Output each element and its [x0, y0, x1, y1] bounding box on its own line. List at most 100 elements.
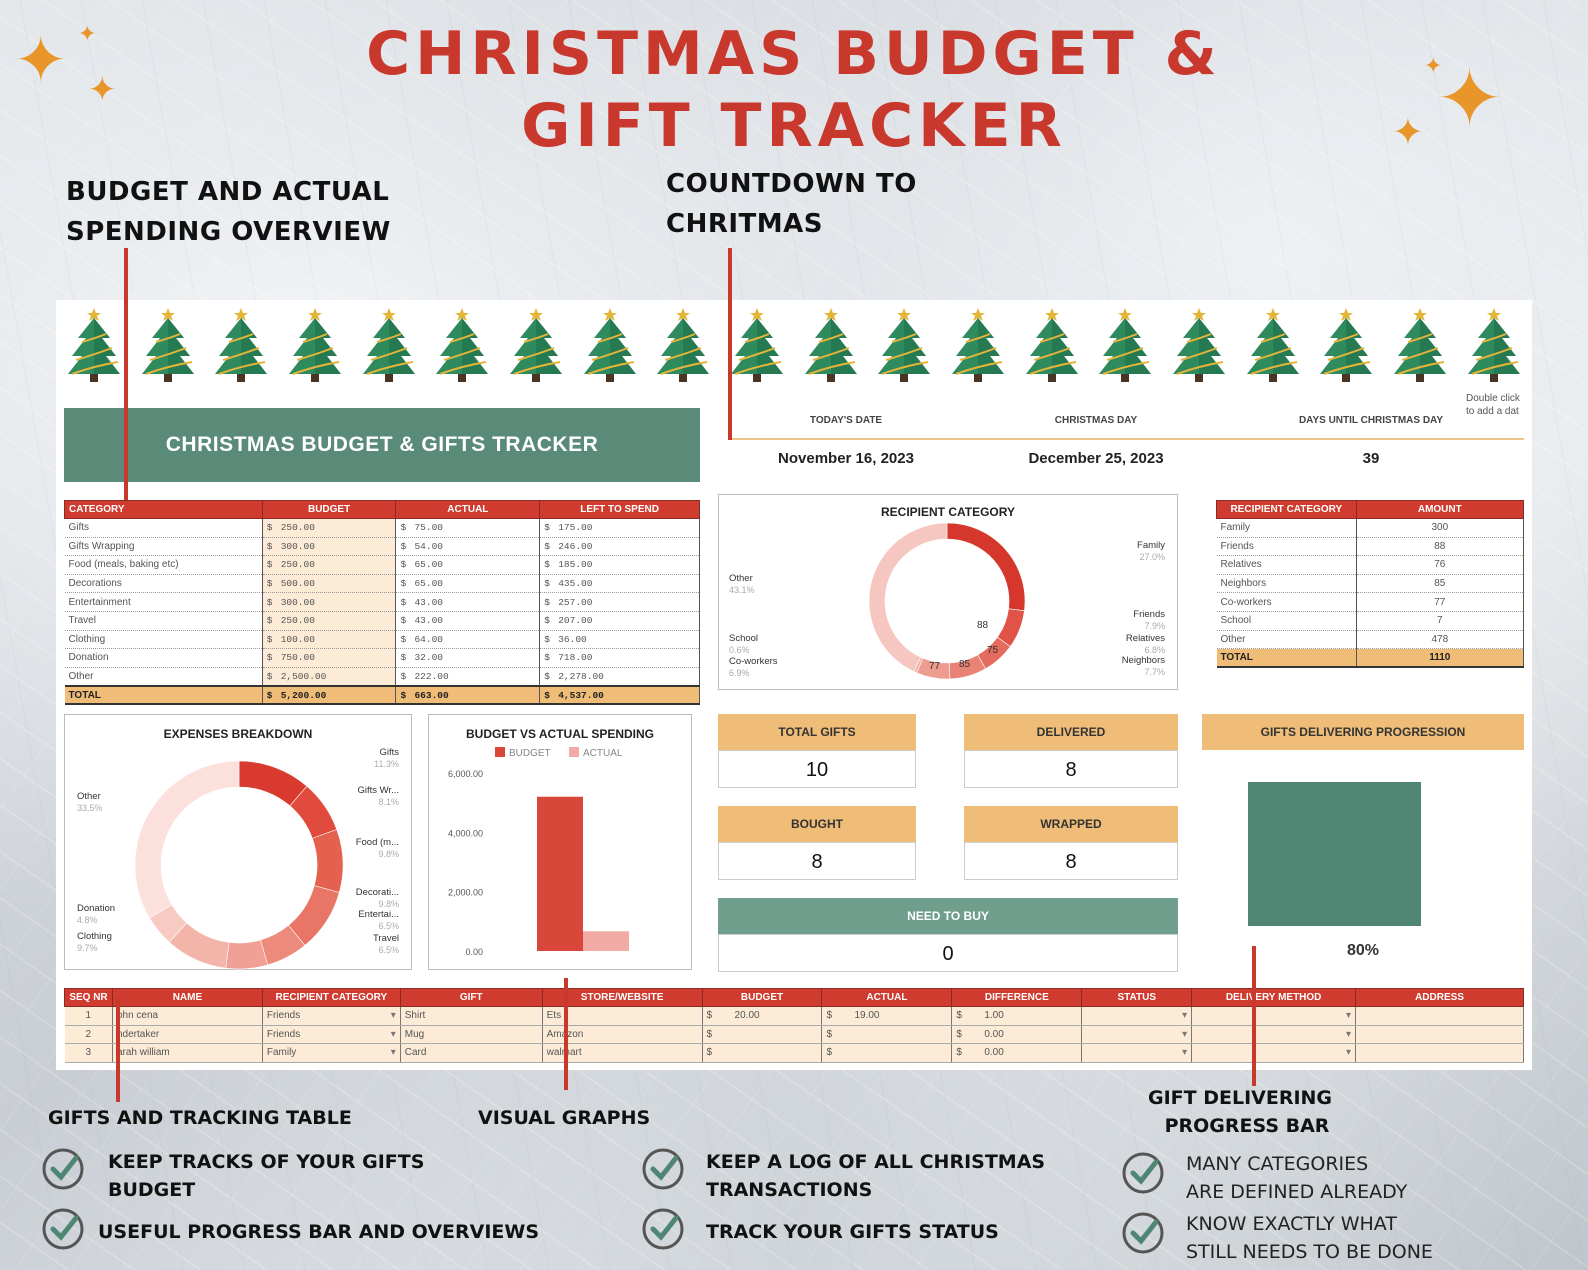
sparkle-icon: ✦: [1436, 52, 1504, 145]
difference-cell[interactable]: $1.00: [951, 1006, 1083, 1026]
budget-cell[interactable]: $750.00: [262, 648, 397, 668]
christmas-tree-icon: [436, 308, 489, 382]
expenses-chart-panel: EXPENSES BREAKDOWN Gifts 11.3% Gifts Wr.…: [64, 714, 412, 970]
recipient-category-select[interactable]: Family: [262, 1043, 401, 1063]
expenses-chart-title: EXPENSES BREAKDOWN: [163, 727, 313, 741]
currency-symbol: $: [956, 1047, 962, 1059]
name-cell[interactable]: ohn cena: [112, 1006, 263, 1026]
gifts-col-0: SEQ NR: [64, 988, 113, 1007]
status-select[interactable]: [1081, 1025, 1193, 1045]
amount: 0.00: [984, 1028, 1004, 1040]
store-cell[interactable]: Ets: [542, 1006, 703, 1026]
label-donation: Donation: [77, 903, 116, 914]
col-budget: BUDGET: [261, 500, 397, 519]
legend-label: ACTUAL: [583, 748, 623, 759]
amount: 2,278.00: [558, 670, 604, 682]
recipient-slice: [946, 522, 1026, 612]
seq-cell[interactable]: 1: [64, 1006, 113, 1026]
amount-cell: 300: [1356, 518, 1525, 538]
budget-cell[interactable]: $: [702, 1043, 823, 1063]
feature-categories: MANY CATEGORIES ARE DEFINED ALREADY: [1186, 1153, 1408, 1203]
feature-progress-overviews: USEFUL PROGRESS BAR AND OVERVIEWS: [98, 1221, 540, 1243]
status-select[interactable]: [1081, 1006, 1193, 1026]
recipient-total-row: TOTAL 1110: [1216, 648, 1525, 669]
address-cell[interactable]: [1355, 1006, 1524, 1026]
currency-symbol: $: [266, 670, 273, 682]
pointer-line: [728, 248, 732, 440]
actual-cell: $43.00: [395, 611, 541, 631]
budget-table: CATEGORY BUDGET ACTUAL LEFT TO SPEND Gif…: [64, 500, 700, 706]
address-cell[interactable]: [1355, 1043, 1524, 1063]
amount: 222.00: [414, 670, 449, 682]
seq-cell[interactable]: 3: [64, 1043, 113, 1063]
difference-cell[interactable]: $0.00: [951, 1025, 1083, 1045]
recipient-row: Co-workers 77: [1216, 592, 1525, 612]
currency-symbol: $: [266, 615, 273, 627]
label-relatives-pct: 6.8%: [1144, 645, 1165, 655]
currency-symbol: $: [544, 578, 550, 590]
sheet-banner: CHRISTMAS BUDGET & GIFTS TRACKER: [64, 408, 700, 482]
name-cell[interactable]: ndertaker: [112, 1025, 263, 1045]
currency-symbol: $: [706, 1047, 713, 1059]
christmas-tree-icon: [1173, 308, 1226, 382]
feature-track-status: TRACK YOUR GIFTS STATUS: [706, 1221, 999, 1243]
gift-cell[interactable]: Mug: [400, 1025, 543, 1045]
slice-label-85: 85: [959, 659, 971, 670]
progress-value: 80%: [1346, 942, 1380, 959]
gifts-col-6: ACTUAL: [821, 988, 953, 1007]
difference-cell[interactable]: $0.00: [951, 1043, 1083, 1063]
y-tick-label: 6,000.00: [448, 769, 483, 779]
budget-cell[interactable]: $20.00: [702, 1006, 823, 1026]
seq-cell-text: 2: [85, 1028, 92, 1040]
delivery-method-select[interactable]: [1191, 1006, 1357, 1026]
budget-cell[interactable]: $250.00: [262, 611, 397, 631]
amount-cell: 88: [1356, 537, 1525, 557]
recipient-chart-title: RECIPIENT CATEGORY: [880, 505, 1015, 519]
budget-cell[interactable]: $250.00: [262, 518, 397, 538]
actual-cell: $75.00: [395, 518, 541, 538]
name-cell[interactable]: arah william: [112, 1043, 263, 1063]
budget-cell[interactable]: $: [702, 1025, 823, 1045]
gift-cell[interactable]: Card: [400, 1043, 543, 1063]
callout-budget-overview: BUDGET AND ACTUAL SPENDING OVERVIEW: [66, 177, 391, 247]
amount: 207.00: [558, 615, 593, 627]
label-gifts: Gifts: [379, 747, 399, 758]
currency-symbol: $: [266, 689, 273, 701]
recipient-category-select[interactable]: Friends: [262, 1006, 401, 1026]
currency-symbol: $: [956, 1028, 962, 1040]
seq-cell[interactable]: 2: [64, 1025, 113, 1045]
recipient-category-select[interactable]: Friends: [262, 1025, 401, 1045]
actual-cell[interactable]: $: [821, 1043, 953, 1063]
gift-cell-text: Card: [404, 1047, 427, 1059]
amount: 300.00: [280, 540, 315, 552]
gift-row: 2ndertakerFriendsMugAmazon$$$0.00: [64, 1025, 1524, 1045]
actual-cell[interactable]: $19.00: [821, 1006, 953, 1026]
bar-actual: [583, 931, 629, 951]
budget-cell[interactable]: $250.00: [262, 555, 397, 575]
delivery-method-select[interactable]: [1191, 1043, 1357, 1063]
label-coworkers-pct: 6.9%: [729, 668, 750, 678]
recipient-chart-panel: RECIPIENT CATEGORY Family 27.0% Friends …: [718, 494, 1178, 690]
actual-cell: $43.00: [395, 592, 541, 612]
status-select[interactable]: [1081, 1043, 1193, 1063]
budget-cell[interactable]: $2,500.00: [262, 667, 397, 687]
legend-swatch: [495, 747, 505, 757]
actual-cell: $64.00: [395, 630, 541, 650]
actual-cell[interactable]: $: [821, 1025, 953, 1045]
currency-symbol: $: [544, 559, 550, 571]
delivery-method-select[interactable]: [1191, 1025, 1357, 1045]
budget-cell[interactable]: $100.00: [262, 630, 397, 650]
gift-cell-text: Shirt: [404, 1010, 426, 1022]
need-to-buy-value: 0: [718, 934, 1178, 972]
budget-row: Gifts $250.00 $75.00 $175.00: [64, 518, 700, 538]
budget-cell[interactable]: $500.00: [262, 574, 397, 594]
address-cell[interactable]: [1355, 1025, 1524, 1045]
budget-cell[interactable]: $300.00: [262, 592, 397, 612]
budget-cell[interactable]: $300.00: [262, 537, 397, 557]
gift-cell[interactable]: Shirt: [400, 1006, 543, 1026]
slice-label-88: 88: [977, 620, 989, 631]
budget-row: Clothing $100.00 $64.00 $36.00: [64, 630, 700, 650]
today-value[interactable]: November 16, 2023: [778, 450, 914, 467]
christmas-value: December 25, 2023: [1028, 450, 1164, 467]
